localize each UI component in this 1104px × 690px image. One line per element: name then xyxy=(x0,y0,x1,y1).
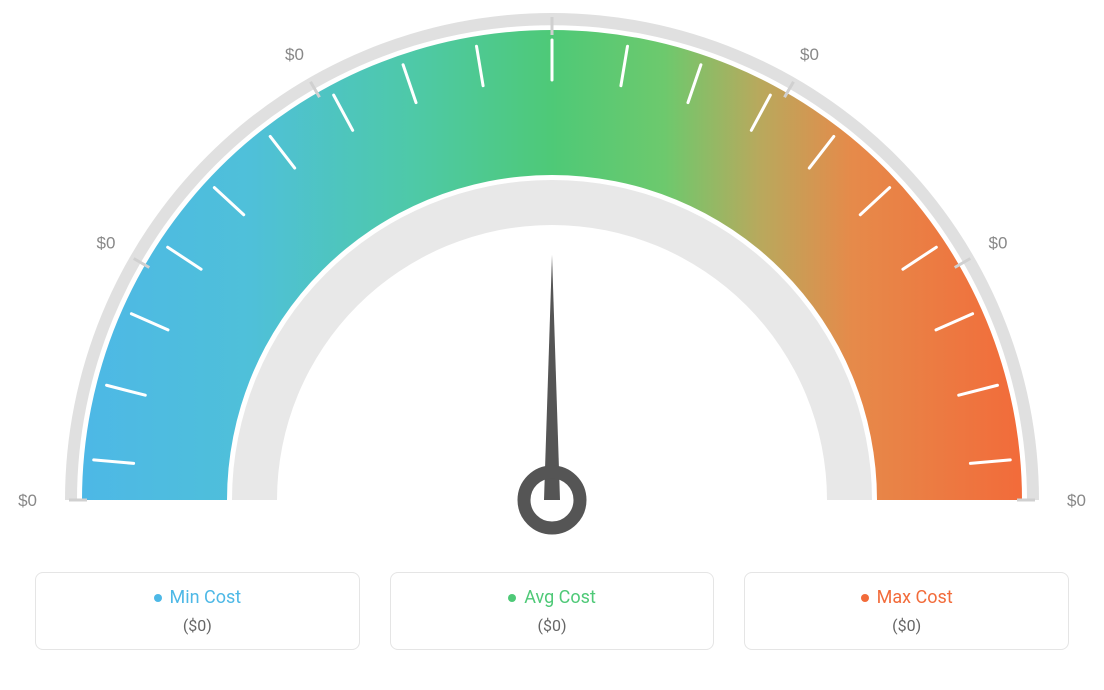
legend-value-avg: ($0) xyxy=(409,616,696,635)
legend-value-max: ($0) xyxy=(763,616,1050,635)
legend-dot-max xyxy=(861,594,869,602)
legend-dot-min xyxy=(154,594,162,602)
legend-label-max: Max Cost xyxy=(877,587,953,608)
legend-card-min: Min Cost ($0) xyxy=(35,572,360,650)
legend-dot-avg xyxy=(508,594,516,602)
tick-label: $0 xyxy=(800,45,819,64)
tick-label: $0 xyxy=(18,491,37,510)
gauge-svg: $0$0$0$0$0$0$0 xyxy=(0,0,1104,560)
needle xyxy=(544,255,560,500)
legend-label-avg: Avg Cost xyxy=(524,587,596,608)
legend-row: Min Cost ($0) Avg Cost ($0) Max Cost ($0… xyxy=(0,572,1104,650)
tick-label: $0 xyxy=(97,234,116,253)
tick-label: $0 xyxy=(989,234,1008,253)
legend-card-max: Max Cost ($0) xyxy=(744,572,1069,650)
legend-label-min: Min Cost xyxy=(170,587,242,608)
legend-value-min: ($0) xyxy=(54,616,341,635)
gauge-chart: $0$0$0$0$0$0$0 xyxy=(0,0,1104,560)
tick-label: $0 xyxy=(285,45,304,64)
tick-label: $0 xyxy=(1067,491,1086,510)
legend-card-avg: Avg Cost ($0) xyxy=(390,572,715,650)
